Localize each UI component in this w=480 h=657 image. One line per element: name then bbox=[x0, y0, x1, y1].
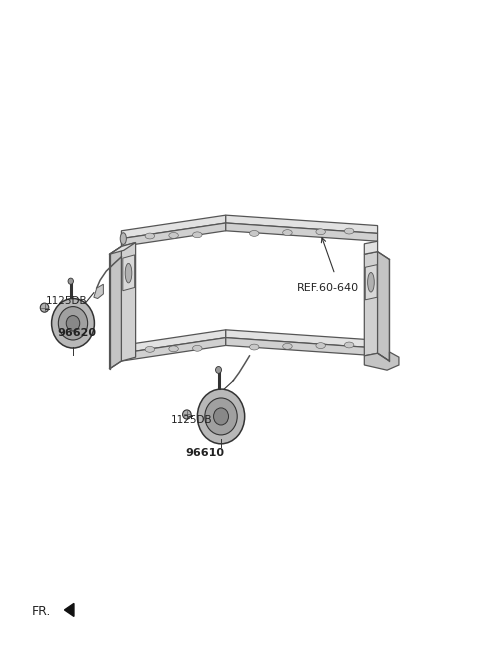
Text: 1125DB: 1125DB bbox=[171, 415, 213, 425]
Polygon shape bbox=[226, 338, 378, 356]
Ellipse shape bbox=[197, 389, 245, 444]
Text: 1125DB: 1125DB bbox=[46, 296, 87, 306]
Ellipse shape bbox=[169, 233, 179, 238]
Polygon shape bbox=[121, 330, 226, 353]
Ellipse shape bbox=[182, 410, 191, 419]
Ellipse shape bbox=[59, 307, 88, 340]
Polygon shape bbox=[365, 265, 377, 300]
Ellipse shape bbox=[192, 232, 202, 238]
Polygon shape bbox=[64, 603, 74, 616]
Polygon shape bbox=[109, 246, 121, 369]
Text: FR.: FR. bbox=[32, 605, 51, 618]
Ellipse shape bbox=[250, 231, 259, 237]
Ellipse shape bbox=[214, 408, 228, 425]
Ellipse shape bbox=[205, 398, 237, 435]
Ellipse shape bbox=[316, 343, 325, 348]
Text: 96620: 96620 bbox=[57, 328, 96, 338]
Polygon shape bbox=[364, 241, 378, 254]
Ellipse shape bbox=[250, 344, 259, 350]
Polygon shape bbox=[109, 242, 136, 254]
Polygon shape bbox=[226, 215, 378, 233]
Ellipse shape bbox=[368, 273, 374, 292]
Ellipse shape bbox=[344, 342, 354, 348]
Text: 96610: 96610 bbox=[185, 447, 225, 457]
Polygon shape bbox=[364, 252, 378, 356]
Polygon shape bbox=[123, 255, 135, 290]
Polygon shape bbox=[226, 330, 378, 348]
Ellipse shape bbox=[344, 228, 354, 234]
Ellipse shape bbox=[216, 367, 222, 373]
Ellipse shape bbox=[125, 263, 132, 283]
Ellipse shape bbox=[40, 303, 49, 312]
Polygon shape bbox=[121, 223, 226, 246]
Ellipse shape bbox=[120, 233, 126, 244]
Polygon shape bbox=[378, 252, 389, 361]
Ellipse shape bbox=[66, 315, 80, 331]
Ellipse shape bbox=[145, 346, 155, 352]
Ellipse shape bbox=[316, 229, 325, 235]
Ellipse shape bbox=[283, 344, 292, 350]
Polygon shape bbox=[364, 352, 399, 370]
Polygon shape bbox=[226, 223, 378, 241]
Ellipse shape bbox=[169, 346, 179, 351]
Text: REF.60-640: REF.60-640 bbox=[297, 283, 359, 293]
Polygon shape bbox=[121, 338, 226, 361]
Polygon shape bbox=[94, 284, 103, 298]
Polygon shape bbox=[121, 215, 226, 238]
Ellipse shape bbox=[283, 230, 292, 235]
Ellipse shape bbox=[68, 278, 73, 284]
Ellipse shape bbox=[51, 298, 95, 348]
Ellipse shape bbox=[145, 233, 155, 239]
Polygon shape bbox=[121, 242, 136, 361]
Ellipse shape bbox=[192, 346, 202, 351]
